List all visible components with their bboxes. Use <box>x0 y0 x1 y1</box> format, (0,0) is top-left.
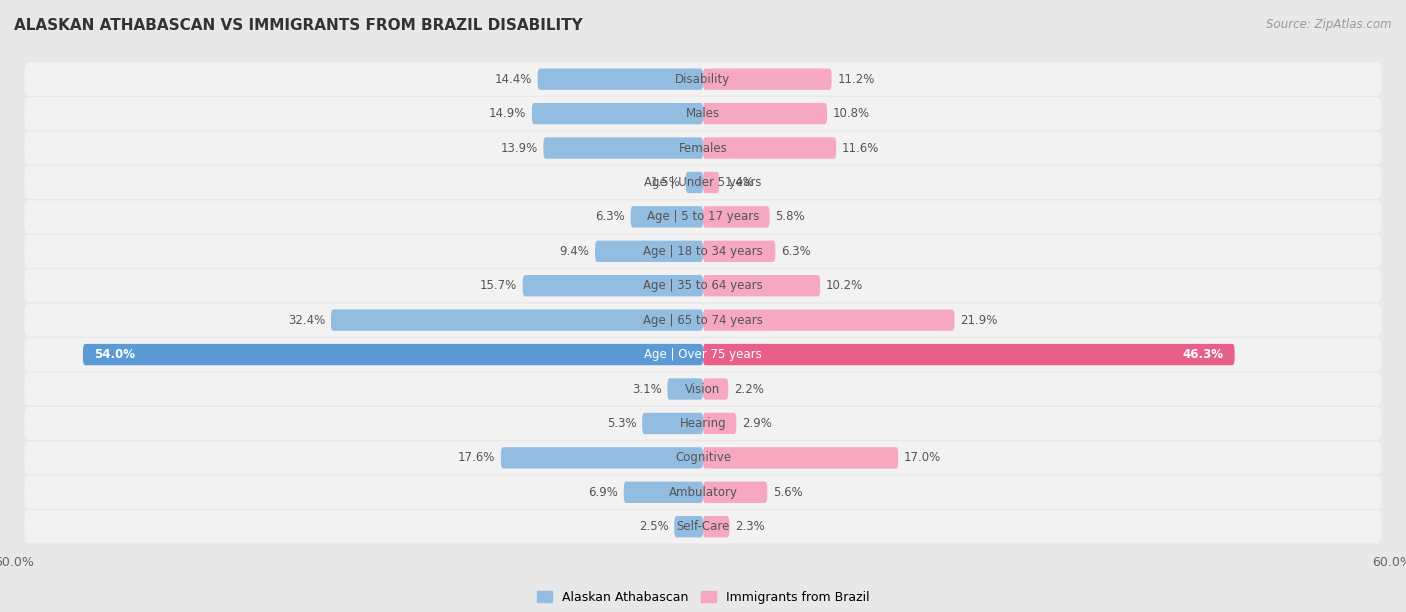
Text: Males: Males <box>686 107 720 120</box>
Text: 2.5%: 2.5% <box>638 520 669 533</box>
FancyBboxPatch shape <box>24 304 1382 337</box>
FancyBboxPatch shape <box>24 338 1382 371</box>
FancyBboxPatch shape <box>624 482 703 503</box>
Text: 10.8%: 10.8% <box>832 107 870 120</box>
Text: Age | 5 to 17 years: Age | 5 to 17 years <box>647 211 759 223</box>
Text: 2.9%: 2.9% <box>742 417 772 430</box>
FancyBboxPatch shape <box>24 132 1382 165</box>
FancyBboxPatch shape <box>24 510 1382 543</box>
Text: Self-Care: Self-Care <box>676 520 730 533</box>
Text: 6.3%: 6.3% <box>595 211 624 223</box>
Text: ALASKAN ATHABASCAN VS IMMIGRANTS FROM BRAZIL DISABILITY: ALASKAN ATHABASCAN VS IMMIGRANTS FROM BR… <box>14 18 583 34</box>
Text: 2.3%: 2.3% <box>735 520 765 533</box>
Text: Cognitive: Cognitive <box>675 452 731 465</box>
FancyBboxPatch shape <box>703 344 1234 365</box>
FancyBboxPatch shape <box>675 516 703 537</box>
Text: 9.4%: 9.4% <box>560 245 589 258</box>
Text: 32.4%: 32.4% <box>288 314 325 327</box>
FancyBboxPatch shape <box>668 378 703 400</box>
Text: 3.1%: 3.1% <box>631 382 662 395</box>
Text: 6.3%: 6.3% <box>782 245 811 258</box>
Text: Source: ZipAtlas.com: Source: ZipAtlas.com <box>1267 18 1392 31</box>
Text: Age | Under 5 years: Age | Under 5 years <box>644 176 762 189</box>
FancyBboxPatch shape <box>595 241 703 262</box>
FancyBboxPatch shape <box>703 103 827 124</box>
FancyBboxPatch shape <box>24 62 1382 95</box>
FancyBboxPatch shape <box>501 447 703 469</box>
Text: 17.0%: 17.0% <box>904 452 941 465</box>
FancyBboxPatch shape <box>631 206 703 228</box>
Text: 14.9%: 14.9% <box>489 107 526 120</box>
FancyBboxPatch shape <box>330 310 703 331</box>
FancyBboxPatch shape <box>686 172 703 193</box>
FancyBboxPatch shape <box>24 476 1382 509</box>
Text: 46.3%: 46.3% <box>1182 348 1223 361</box>
FancyBboxPatch shape <box>703 69 831 90</box>
Text: 14.4%: 14.4% <box>495 73 531 86</box>
FancyBboxPatch shape <box>24 166 1382 199</box>
Text: 15.7%: 15.7% <box>479 279 517 292</box>
Text: 13.9%: 13.9% <box>501 141 537 154</box>
FancyBboxPatch shape <box>703 378 728 400</box>
Text: Age | 35 to 64 years: Age | 35 to 64 years <box>643 279 763 292</box>
Text: 10.2%: 10.2% <box>825 279 863 292</box>
FancyBboxPatch shape <box>531 103 703 124</box>
Text: 2.2%: 2.2% <box>734 382 763 395</box>
Text: Disability: Disability <box>675 73 731 86</box>
FancyBboxPatch shape <box>703 206 769 228</box>
Text: 5.3%: 5.3% <box>607 417 637 430</box>
Text: Vision: Vision <box>685 382 721 395</box>
Text: 11.6%: 11.6% <box>842 141 879 154</box>
FancyBboxPatch shape <box>703 275 820 296</box>
FancyBboxPatch shape <box>643 412 703 434</box>
Text: 11.2%: 11.2% <box>838 73 875 86</box>
Text: Hearing: Hearing <box>679 417 727 430</box>
FancyBboxPatch shape <box>24 200 1382 233</box>
FancyBboxPatch shape <box>24 269 1382 302</box>
FancyBboxPatch shape <box>24 407 1382 440</box>
FancyBboxPatch shape <box>703 516 730 537</box>
Text: Age | Over 75 years: Age | Over 75 years <box>644 348 762 361</box>
FancyBboxPatch shape <box>703 412 737 434</box>
FancyBboxPatch shape <box>83 344 703 365</box>
Text: 6.9%: 6.9% <box>588 486 619 499</box>
Text: 5.8%: 5.8% <box>775 211 806 223</box>
FancyBboxPatch shape <box>703 137 837 159</box>
FancyBboxPatch shape <box>523 275 703 296</box>
Text: Ambulatory: Ambulatory <box>668 486 738 499</box>
Text: 17.6%: 17.6% <box>458 452 495 465</box>
FancyBboxPatch shape <box>703 172 718 193</box>
FancyBboxPatch shape <box>24 373 1382 406</box>
Text: 5.6%: 5.6% <box>773 486 803 499</box>
FancyBboxPatch shape <box>537 69 703 90</box>
FancyBboxPatch shape <box>703 482 768 503</box>
Text: Females: Females <box>679 141 727 154</box>
Text: Age | 18 to 34 years: Age | 18 to 34 years <box>643 245 763 258</box>
Text: 21.9%: 21.9% <box>960 314 998 327</box>
FancyBboxPatch shape <box>703 241 775 262</box>
FancyBboxPatch shape <box>24 441 1382 474</box>
FancyBboxPatch shape <box>703 447 898 469</box>
Text: Age | 65 to 74 years: Age | 65 to 74 years <box>643 314 763 327</box>
Text: 1.4%: 1.4% <box>725 176 755 189</box>
Text: 54.0%: 54.0% <box>94 348 135 361</box>
Legend: Alaskan Athabascan, Immigrants from Brazil: Alaskan Athabascan, Immigrants from Braz… <box>531 586 875 609</box>
FancyBboxPatch shape <box>543 137 703 159</box>
FancyBboxPatch shape <box>24 235 1382 268</box>
FancyBboxPatch shape <box>703 310 955 331</box>
FancyBboxPatch shape <box>24 97 1382 130</box>
Text: 1.5%: 1.5% <box>651 176 681 189</box>
